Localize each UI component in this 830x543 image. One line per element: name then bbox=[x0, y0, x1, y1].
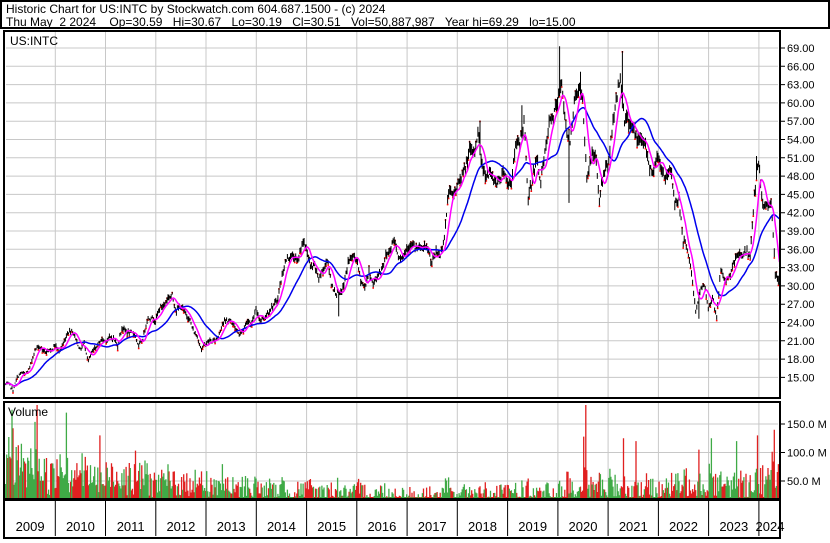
panel-borders bbox=[3, 30, 781, 539]
volume-axis-label: 150.0 M bbox=[787, 419, 827, 431]
quote-open: Op=30.59 bbox=[109, 15, 163, 29]
quote-year-high: Year hi=69.29 bbox=[444, 15, 519, 29]
quote-low: Lo=30.19 bbox=[231, 15, 282, 29]
year-label: 2017 bbox=[418, 519, 447, 534]
price-axis-label: 36.00 bbox=[787, 244, 815, 256]
year-label: 2016 bbox=[367, 519, 396, 534]
price-axis-label: 48.00 bbox=[787, 171, 815, 183]
year-separators bbox=[54, 501, 760, 536]
year-label: 2022 bbox=[669, 519, 698, 534]
year-label: 2024 bbox=[756, 519, 785, 534]
price-axis-label: 51.00 bbox=[787, 153, 815, 165]
chart-title: Historic Chart for US:INTC by Stockwatch… bbox=[6, 2, 386, 16]
price-axis-label: 42.00 bbox=[787, 208, 815, 220]
price-axis-label: 39.00 bbox=[787, 226, 815, 238]
quote-volume: Vol=50,887,987 bbox=[350, 15, 435, 29]
volume-axis-label: 50.0 M bbox=[787, 476, 821, 488]
ma-slow-line bbox=[5, 106, 780, 387]
ma-fast-line bbox=[5, 92, 781, 387]
volume-panel-label: Volume bbox=[8, 405, 49, 419]
price-axis-label: 45.00 bbox=[787, 189, 815, 201]
year-label: 2011 bbox=[117, 519, 145, 534]
title-bar: Historic Chart for US:INTC by Stockwatch… bbox=[0, 0, 830, 29]
price-axis-label: 66.00 bbox=[787, 61, 815, 73]
symbol-label: US:INTC bbox=[10, 34, 58, 48]
year-label: 2012 bbox=[166, 519, 195, 534]
price-axis-label: 69.00 bbox=[787, 43, 815, 55]
year-label: 2013 bbox=[217, 519, 246, 534]
year-label: 2018 bbox=[468, 519, 497, 534]
price-axis-label: 30.00 bbox=[787, 281, 815, 293]
price-axis-label: 27.00 bbox=[787, 299, 815, 311]
price-axis-label: 15.00 bbox=[787, 372, 815, 384]
volume-axis-label: 100.0 M bbox=[787, 448, 827, 460]
price-axis-label: 63.00 bbox=[787, 80, 815, 92]
year-label: 2023 bbox=[719, 519, 748, 534]
price-axis-label: 24.00 bbox=[787, 318, 815, 330]
year-label: 2021 bbox=[619, 519, 648, 534]
year-label: 2010 bbox=[66, 519, 95, 534]
quote-line: Thu May 2 2024 Op=30.59 Hi=30.67 Lo=30.1… bbox=[6, 16, 828, 29]
quote-high: Hi=30.67 bbox=[172, 15, 222, 29]
price-axis-label: 60.00 bbox=[787, 98, 815, 110]
price-axis-label: 57.00 bbox=[787, 116, 815, 128]
year-label: 2015 bbox=[317, 519, 346, 534]
volume-bars-up bbox=[5, 409, 778, 499]
price-axis-label: 21.00 bbox=[787, 336, 815, 348]
price-axis-label: 33.00 bbox=[787, 263, 815, 275]
year-label: 2009 bbox=[16, 519, 45, 534]
quote-year-low: lo=15.00 bbox=[529, 15, 576, 29]
price-axis-label: 18.00 bbox=[787, 354, 815, 366]
axis-tick-marks bbox=[779, 47, 785, 482]
year-label: 2014 bbox=[267, 519, 296, 534]
year-label: 2019 bbox=[518, 519, 547, 534]
gridlines bbox=[6, 32, 778, 498]
year-label: 2020 bbox=[569, 519, 598, 534]
quote-close: Cl=30.51 bbox=[292, 15, 341, 29]
price-axis-label: 54.00 bbox=[787, 135, 815, 147]
quote-date: Thu May 2 2024 bbox=[6, 15, 97, 29]
